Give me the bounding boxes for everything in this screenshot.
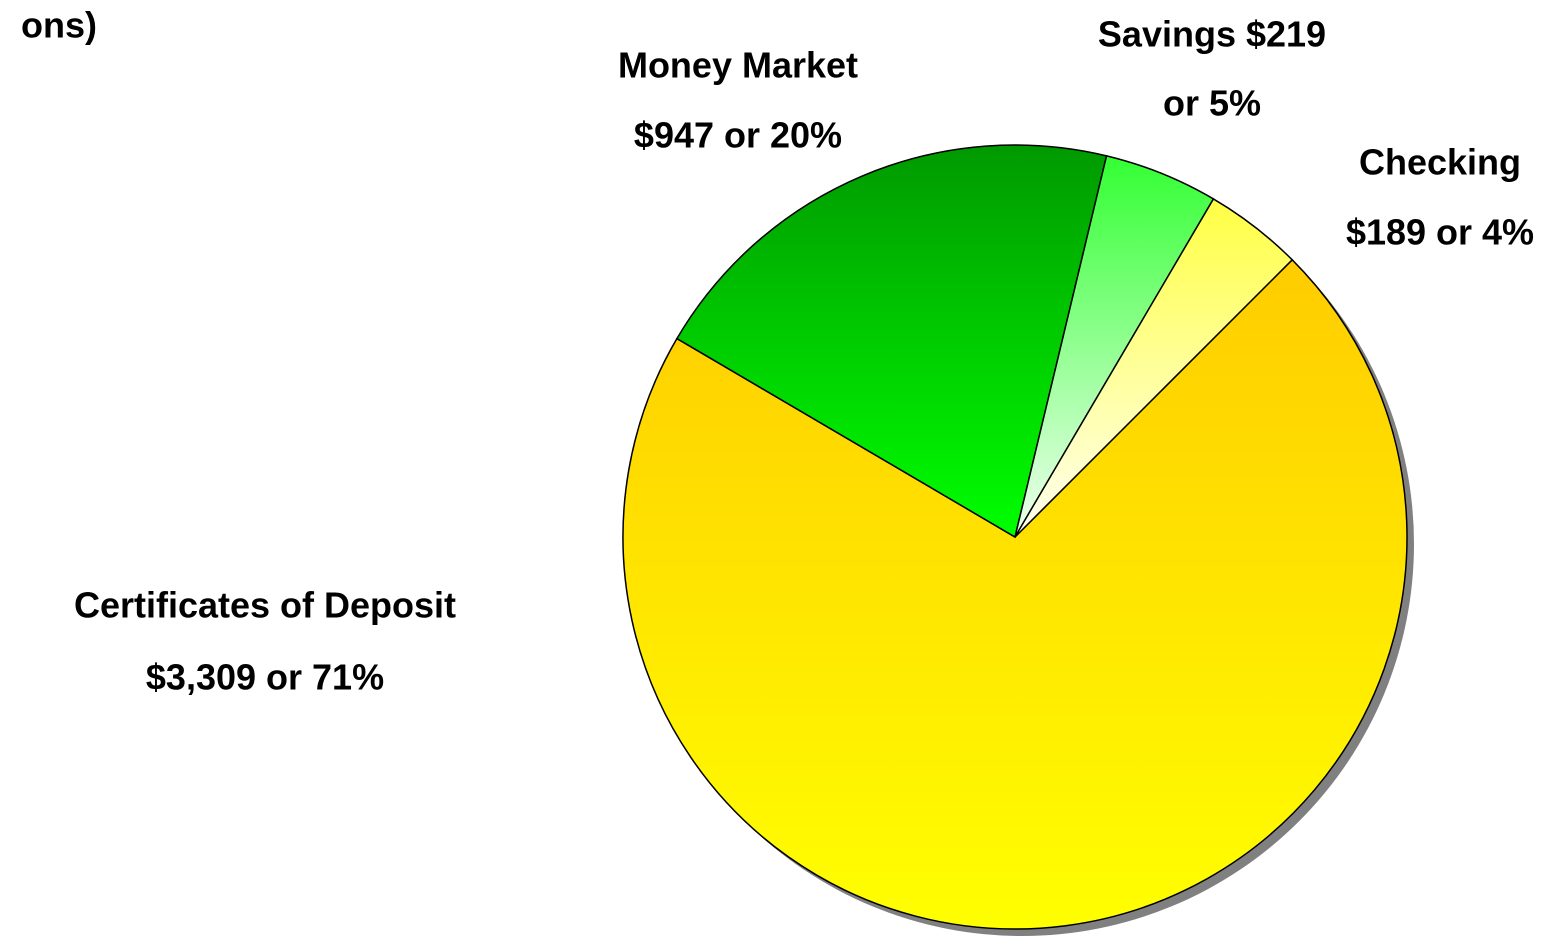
slice-label: Certificates of Deposit: [74, 585, 456, 626]
slice-label: Savings $219: [1098, 14, 1326, 55]
slice-label: $947 or 20%: [634, 115, 842, 156]
slice-label: $3,309 or 71%: [146, 657, 384, 698]
slice-label: $189 or 4%: [1346, 212, 1534, 253]
pie-slice: [1014, 197, 1294, 538]
chart-title: ons): [21, 5, 97, 46]
pie-slice: [622, 258, 1408, 930]
slice-label: Money Market: [618, 45, 858, 86]
slice-label: Checking: [1359, 142, 1521, 183]
slice-label: or 5%: [1163, 83, 1261, 124]
pie-slice: [675, 144, 1108, 539]
